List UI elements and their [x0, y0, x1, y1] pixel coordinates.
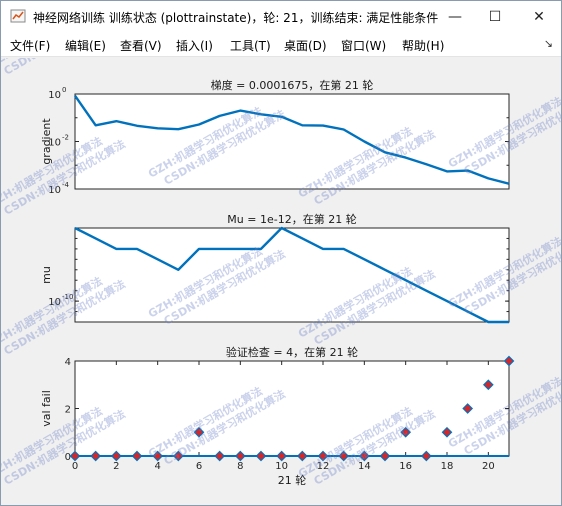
data-point — [358, 450, 370, 462]
y-tick-label: 0 — [65, 452, 71, 463]
data-point — [462, 403, 474, 414]
data-point — [69, 450, 81, 462]
data-point — [338, 450, 350, 462]
data-point — [193, 426, 205, 438]
x-tick-label: 16 — [399, 461, 412, 472]
x-tick-label: 4 — [154, 461, 160, 472]
data-point — [214, 450, 226, 462]
x-tick-label: 0 — [72, 461, 78, 472]
chart-2: 验证检查 = 4，在第 21 轮 val fail 21 轮 0 2 4 0 2 4 6 8 10 12… — [40, 345, 515, 487]
plots-svg: 梯度 = 0.0001675，在第 21 轮gradient10-410-210… — [0, 0, 562, 488]
data-point — [110, 450, 122, 462]
x-tick-label: 14 — [358, 461, 371, 472]
data-point — [296, 450, 308, 462]
data-point — [503, 355, 515, 367]
chart-title: 梯度 = 0.0001675，在第 21 轮 — [211, 78, 374, 92]
y-tick-label: 2 — [65, 405, 71, 416]
menu-help[interactable]: 帮助(H) — [402, 39, 445, 53]
y-tick-exponent: -2 — [62, 134, 69, 142]
title-bar[interactable]: 神经网络训练 训练状态 (plottrainstate)，轮: 21，训练结束:… — [1, 1, 561, 33]
data-point — [152, 450, 164, 462]
data-point — [400, 426, 412, 438]
series-line — [74, 226, 509, 324]
series-line — [74, 94, 510, 185]
y-tick-label: 10 — [48, 185, 61, 196]
chart-title: Mu = 1e-12，在第 21 轮 — [227, 212, 356, 226]
data-point — [234, 450, 246, 462]
watermark-line-2: CSDN:机器学习和优化算法 — [1, 58, 127, 78]
menu-insert[interactable]: 插入(I) — [176, 39, 213, 53]
minimize-button[interactable]: — — [448, 9, 462, 25]
y-tick-exponent: -10 — [62, 293, 73, 301]
x-tick-label: 2 — [113, 461, 119, 472]
plot-area — [74, 93, 510, 190]
y-axis-label: gradient — [40, 118, 53, 165]
plot-area — [74, 227, 510, 323]
x-tick-label: 6 — [196, 461, 202, 472]
y-tick-label: 4 — [65, 357, 71, 368]
matlab-figure-icon — [10, 9, 26, 23]
y-tick-label: 10 — [48, 138, 61, 149]
x-tick-label: 12 — [317, 461, 330, 472]
menu-window[interactable]: 窗口(W) — [341, 39, 387, 53]
close-button[interactable]: ✕ — [533, 9, 545, 25]
x-tick-label: 10 — [275, 461, 288, 472]
plot-area — [74, 360, 510, 457]
data-point — [420, 450, 432, 462]
y-tick-label: 10 — [48, 297, 61, 308]
data-point — [255, 450, 267, 462]
menu-desktop[interactable]: 桌面(D) — [284, 39, 327, 53]
y-tick-exponent: -4 — [62, 181, 70, 189]
x-tick-label: 20 — [482, 461, 495, 472]
menu-tools[interactable]: 工具(T) — [230, 39, 271, 53]
data-point — [172, 450, 184, 462]
y-axis-label: val fail — [40, 390, 53, 427]
menu-edit[interactable]: 编辑(E) — [65, 39, 106, 53]
data-point — [131, 450, 143, 462]
x-axis-label: 21 轮 — [278, 473, 307, 487]
toolbar-toggle-icon[interactable]: ↘ — [543, 37, 553, 50]
x-tick-label: 8 — [237, 461, 243, 472]
data-point — [441, 426, 453, 438]
menu-bar: 文件(F) 编辑(E) 查看(V) 插入(I) 工具(T) 桌面(D) 窗口(W… — [1, 33, 561, 57]
window-title: 神经网络训练 训练状态 (plottrainstate)，轮: 21，训练结束:… — [33, 11, 439, 25]
y-tick-exponent: 0 — [62, 86, 66, 94]
data-point — [317, 450, 329, 462]
menu-file[interactable]: 文件(F) — [10, 39, 51, 53]
chart-1: Mu = 1e-12，在第 21 轮 mu 10 -10 — [40, 212, 510, 324]
data-point — [90, 450, 102, 462]
y-axis-label: mu — [40, 266, 53, 284]
data-point — [482, 379, 494, 391]
maximize-button[interactable]: ☐ — [488, 9, 502, 25]
chart-0: 梯度 = 0.0001675，在第 21 轮gradient10-410-210… — [40, 78, 510, 196]
data-point — [379, 450, 391, 462]
y-tick-label: 10 — [48, 90, 61, 101]
data-point — [276, 450, 288, 462]
menu-view[interactable]: 查看(V) — [120, 39, 162, 53]
x-tick-label: 18 — [441, 461, 454, 472]
chart-title: 验证检查 = 4，在第 21 轮 — [226, 345, 358, 359]
